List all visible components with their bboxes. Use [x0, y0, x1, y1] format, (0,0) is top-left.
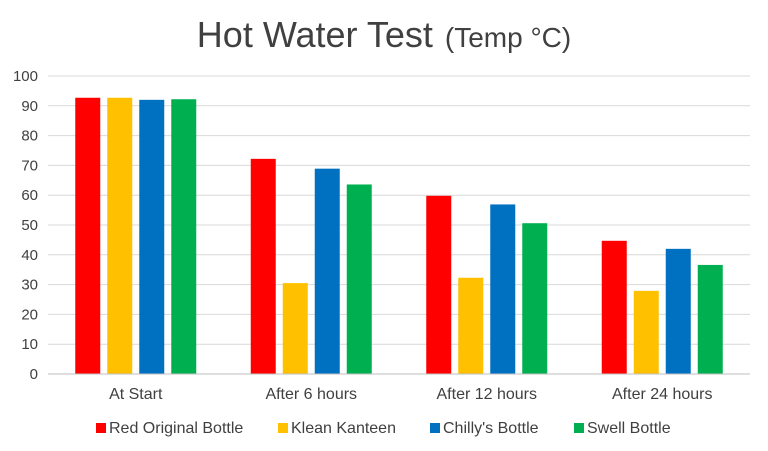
x-category-label: After 6 hours — [265, 386, 357, 403]
legend-swatch — [430, 423, 440, 433]
y-tick-label: 20 — [21, 306, 38, 323]
bar — [171, 99, 197, 374]
y-tick-label: 30 — [21, 277, 38, 294]
x-category-label: At Start — [109, 386, 163, 403]
legend-label: Klean Kanteen — [291, 420, 396, 437]
legend-swatch — [278, 423, 288, 433]
y-tick-label: 40 — [21, 247, 38, 264]
chart-title-group: Hot Water Test (Temp °C) — [197, 14, 571, 55]
y-tick-label: 80 — [21, 128, 38, 145]
y-tick-label: 60 — [21, 187, 38, 204]
legend-swatch — [96, 423, 106, 433]
chart-title: Hot Water Test — [197, 14, 433, 55]
bar — [250, 158, 276, 374]
bar — [697, 264, 723, 374]
bar — [458, 277, 484, 374]
y-tick-label: 90 — [21, 98, 38, 115]
bar — [601, 240, 627, 374]
y-tick-label: 10 — [21, 336, 38, 353]
bar — [107, 97, 133, 374]
legend-label: Swell Bottle — [587, 420, 671, 437]
bar — [522, 223, 548, 374]
bar — [633, 290, 659, 374]
legend-label: Chilly's Bottle — [443, 420, 539, 437]
x-axis-categories: At Start After 6 hours After 12 hours After… — [109, 386, 712, 403]
legend-label: Red Original Bottle — [109, 420, 243, 437]
gridlines — [48, 75, 750, 345]
bar — [490, 204, 516, 374]
chart-subtitle: (Temp °C) — [445, 22, 571, 53]
bar — [139, 99, 165, 374]
bar — [314, 168, 340, 374]
bars — [75, 97, 723, 374]
bar — [282, 283, 308, 374]
y-tick-label: 100 — [13, 68, 38, 85]
bar — [75, 97, 101, 374]
legend: Red Original Bottle Klean Kanteen Chilly's… — [96, 420, 671, 437]
bar — [346, 184, 372, 374]
bar — [426, 195, 452, 374]
x-category-label: After 12 hours — [437, 386, 538, 403]
y-tick-label: 50 — [21, 217, 38, 234]
y-axis-ticks: 0 10 20 30 40 50 60 70 80 90 100 — [13, 68, 38, 383]
x-category-label: After 24 hours — [612, 386, 713, 403]
legend-swatch — [574, 423, 584, 433]
y-tick-label: 0 — [30, 366, 38, 383]
y-tick-label: 70 — [21, 157, 38, 174]
bar — [665, 248, 691, 374]
